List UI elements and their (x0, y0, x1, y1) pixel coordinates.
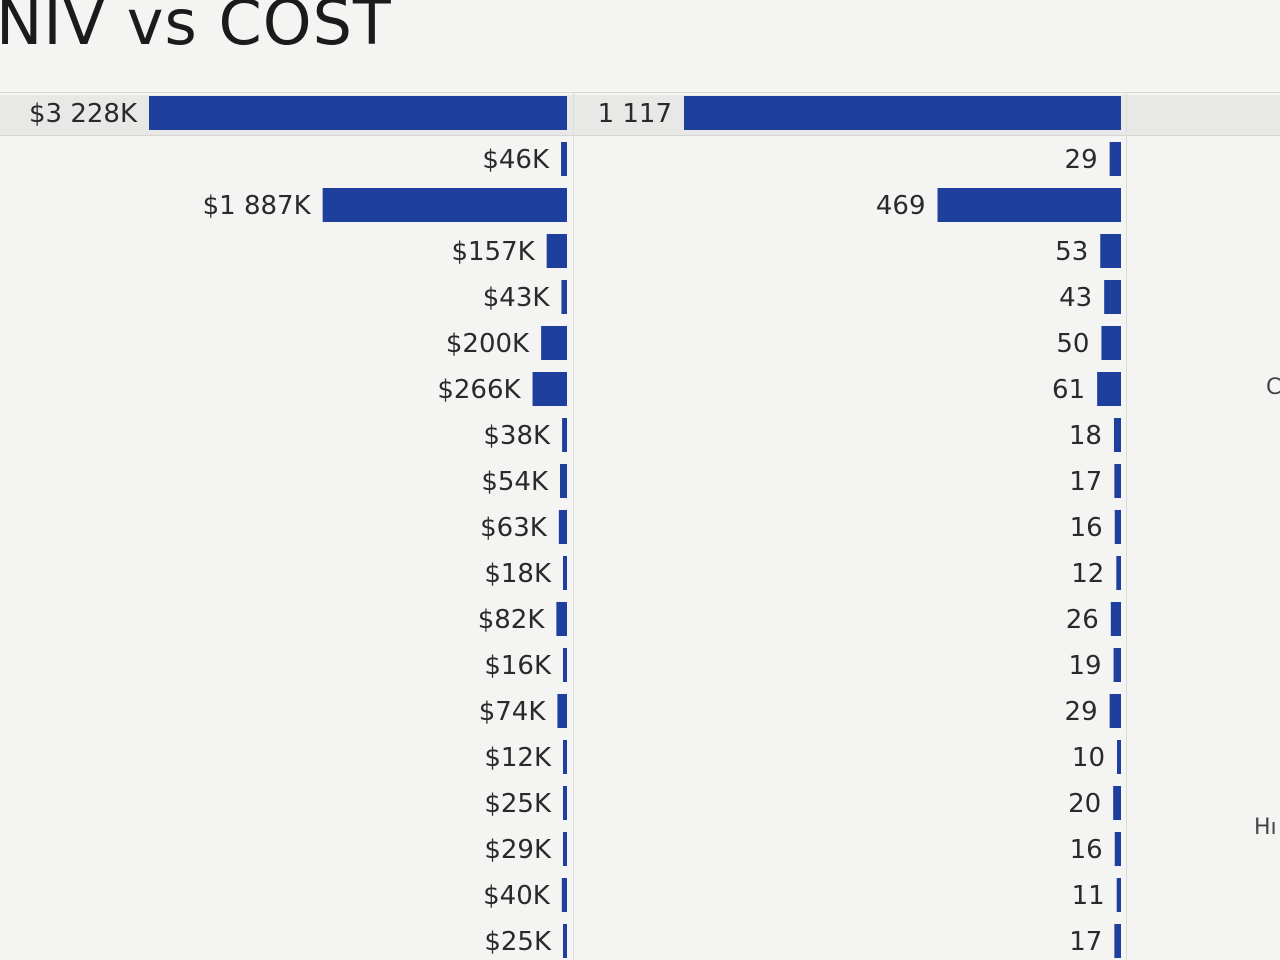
cost-bar[interactable] (1114, 510, 1121, 544)
cost-bar[interactable] (1117, 740, 1121, 774)
niv-value-label: $18K (484, 559, 552, 589)
cost-value-label: 50 (1056, 329, 1089, 359)
cost-bar[interactable] (1109, 142, 1121, 176)
cost-value-label: 10 (1072, 743, 1105, 773)
cost-value-label: 11 (1072, 881, 1105, 911)
cost-bar[interactable] (1113, 418, 1121, 452)
niv-value-label: $40K (483, 881, 551, 911)
cost-value-label: 12 (1071, 559, 1104, 589)
niv-value-label: $157K (451, 237, 535, 267)
cost-bar[interactable] (1110, 602, 1121, 636)
cost-value-label: 29 (1065, 697, 1098, 727)
cost-bar[interactable] (1114, 832, 1121, 866)
niv-bar[interactable] (560, 464, 567, 498)
niv-bar[interactable] (563, 786, 567, 820)
cost-bar[interactable] (1114, 464, 1121, 498)
niv-bar[interactable] (561, 142, 567, 176)
niv-bar[interactable] (562, 418, 567, 452)
niv-bar[interactable] (563, 832, 567, 866)
cost-bar-panel: 1 117 29 469 53 43 50 61 18 17 16 12 26 19 29 10 20 16 11… (598, 96, 1121, 958)
cost-bar[interactable] (937, 188, 1121, 222)
niv-bar[interactable] (561, 878, 567, 912)
edge-text-lower: Hı (1254, 815, 1277, 840)
niv-value-label: $63K (480, 513, 548, 543)
niv-value-label: $12K (484, 743, 552, 773)
cost-value-label: 17 (1069, 467, 1102, 497)
cost-value-label: 16 (1070, 835, 1103, 865)
niv-value-label: $43K (483, 283, 551, 313)
cost-bar[interactable] (1097, 372, 1121, 406)
niv-bar[interactable] (149, 96, 567, 130)
cost-bar[interactable] (1109, 694, 1121, 728)
cost-value-label: 43 (1059, 283, 1092, 313)
niv-value-label: $200K (446, 329, 530, 359)
cost-bar[interactable] (1113, 786, 1121, 820)
niv-value-label: $1 887K (203, 191, 312, 221)
cost-value-label: 19 (1068, 651, 1101, 681)
niv-value-label: $3 228K (29, 99, 138, 129)
niv-bar[interactable] (557, 694, 567, 728)
niv-bar[interactable] (546, 234, 567, 268)
niv-bar[interactable] (563, 556, 567, 590)
niv-bar[interactable] (563, 740, 567, 774)
cost-bar[interactable] (1100, 234, 1121, 268)
edge-text-mid: C (1266, 375, 1280, 400)
cost-bar[interactable] (1116, 878, 1121, 912)
niv-bar-panel: $3 228K $46K $1 887K $157K $43K $200K $266K $38… (29, 96, 567, 958)
column-divider (1126, 92, 1127, 960)
column-divider (573, 92, 574, 960)
niv-bar[interactable] (563, 648, 567, 682)
cost-bar[interactable] (1113, 648, 1121, 682)
cost-value-label: 53 (1055, 237, 1088, 267)
niv-value-label: $54K (481, 467, 549, 497)
cost-bar[interactable] (1114, 924, 1121, 958)
cost-bar[interactable] (684, 96, 1121, 130)
niv-value-label: $25K (484, 789, 552, 819)
niv-value-label: $38K (483, 421, 551, 451)
title-divider (0, 92, 1280, 93)
niv-value-label: $82K (478, 605, 546, 635)
niv-bar[interactable] (561, 280, 567, 314)
cost-value-label: 20 (1068, 789, 1101, 819)
niv-value-label: $74K (479, 697, 547, 727)
niv-bar[interactable] (558, 510, 567, 544)
niv-value-label: $266K (437, 375, 521, 405)
cost-value-label: 17 (1069, 927, 1102, 957)
niv-bar[interactable] (532, 372, 567, 406)
niv-value-label: $16K (484, 651, 552, 681)
cost-bar[interactable] (1101, 326, 1121, 360)
cost-value-label: 469 (876, 191, 926, 221)
niv-value-label: $29K (484, 835, 552, 865)
cost-bar[interactable] (1104, 280, 1121, 314)
cost-value-label: 1 117 (598, 99, 672, 129)
niv-value-label: $46K (482, 145, 550, 175)
page-title: NIV vs COST (0, 0, 392, 59)
cost-value-label: 26 (1066, 605, 1099, 635)
niv-value-label: $25K (484, 927, 552, 957)
niv-bar[interactable] (541, 326, 567, 360)
niv-bar[interactable] (563, 924, 567, 958)
row-divider (0, 135, 1280, 136)
cost-value-label: 29 (1065, 145, 1098, 175)
niv-bar[interactable] (556, 602, 567, 636)
cost-bar[interactable] (1116, 556, 1121, 590)
niv-bar[interactable] (322, 188, 567, 222)
cost-value-label: 18 (1069, 421, 1102, 451)
cost-value-label: 16 (1070, 513, 1103, 543)
cost-value-label: 61 (1052, 375, 1085, 405)
